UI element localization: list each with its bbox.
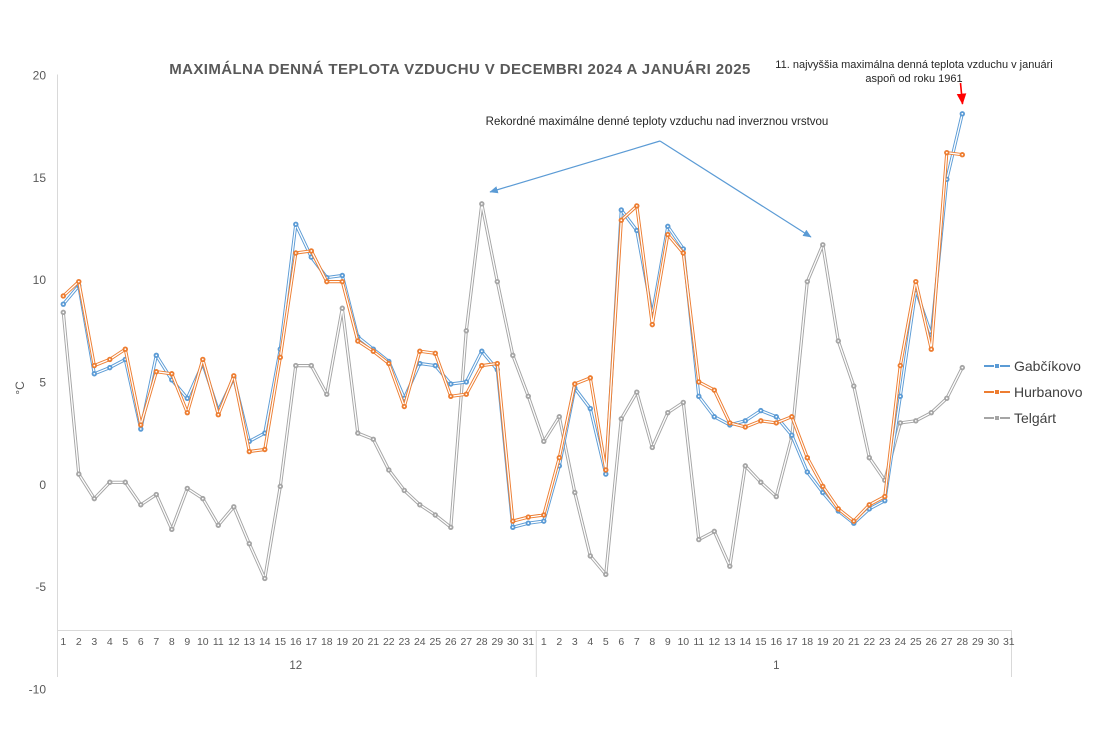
january-record-red-arrow [956,82,967,105]
svg-text:19: 19 [336,636,348,648]
svg-text:6: 6 [138,636,144,648]
svg-text:10: 10 [677,636,689,648]
annotation-arrows [489,82,967,238]
svg-text:10: 10 [33,273,47,287]
svg-text:5: 5 [603,636,609,648]
svg-text:11: 11 [213,636,224,648]
svg-text:20: 20 [33,68,47,82]
svg-text:3: 3 [91,636,97,648]
legend-item-telgart: Telgárt [984,405,1083,431]
svg-text:°C: °C [13,381,27,395]
svg-text:15: 15 [755,636,767,648]
svg-text:11: 11 [693,636,704,648]
svg-text:15: 15 [33,171,47,185]
svg-text:7: 7 [634,636,640,648]
legend-label-gabcikovo: Gabčíkovo [1014,358,1081,374]
svg-text:7: 7 [153,636,159,648]
svg-text:26: 26 [925,636,937,648]
series-layer [60,111,965,582]
svg-text:1: 1 [541,636,547,648]
svg-text:0: 0 [39,478,46,492]
svg-text:16: 16 [290,636,302,648]
svg-text:23: 23 [398,636,410,648]
svg-text:21: 21 [367,636,379,648]
svg-text:2: 2 [76,636,82,648]
annotation-january-record-line1: 11. najvyššia maximálna denná teplota vz… [775,59,1053,71]
svg-text:26: 26 [445,636,457,648]
svg-text:10: 10 [197,636,209,648]
legend-item-hurbanovo: Hurbanovo [984,379,1083,405]
svg-text:6: 6 [618,636,624,648]
svg-text:9: 9 [184,636,190,648]
svg-text:18: 18 [321,636,333,648]
inversion-arrow-right [659,140,812,238]
svg-text:8: 8 [649,636,655,648]
legend-marker-hurbanovo-icon [984,388,1010,397]
svg-text:23: 23 [879,636,891,648]
svg-text:24: 24 [414,636,426,648]
svg-text:4: 4 [587,636,593,648]
svg-text:30: 30 [987,636,999,648]
svg-text:12: 12 [228,636,240,648]
svg-text:13: 13 [724,636,736,648]
series-Gabčíkovo [60,111,965,530]
annotation-january-record-line2: aspoň od roku 1961 [865,73,963,85]
svg-text:24: 24 [894,636,906,648]
chart-title: MAXIMÁLNA DENNÁ TEPLOTA VZDUCHU V DECEMB… [169,61,751,78]
legend-item-gabcikovo: Gabčíkovo [984,353,1083,379]
svg-text:12: 12 [708,636,720,648]
svg-text:-10: -10 [29,683,47,697]
svg-text:20: 20 [352,636,364,648]
svg-text:31: 31 [1003,636,1015,648]
svg-text:5: 5 [122,636,128,648]
legend-marker-gabcikovo-icon [984,362,1010,371]
legend: Gabčíkovo Hurbanovo Telgárt [984,353,1083,431]
svg-text:1: 1 [60,636,66,648]
svg-text:18: 18 [801,636,813,648]
svg-text:27: 27 [460,636,472,648]
svg-text:25: 25 [910,636,922,648]
svg-text:5: 5 [39,375,46,389]
legend-label-telgart: Telgárt [1014,410,1057,426]
svg-text:13: 13 [243,636,255,648]
svg-text:8: 8 [169,636,175,648]
svg-text:30: 30 [507,636,519,648]
svg-text:21: 21 [848,636,860,648]
annotation-january-record: 11. najvyššia maximálna denná teplota vz… [764,58,1064,86]
svg-text:17: 17 [305,636,317,648]
series-Telgárt [60,201,965,582]
svg-text:22: 22 [863,636,875,648]
svg-text:14: 14 [259,636,271,648]
svg-text:3: 3 [572,636,578,648]
svg-text:22: 22 [383,636,395,648]
svg-text:29: 29 [972,636,984,648]
svg-text:27: 27 [941,636,953,648]
svg-text:4: 4 [107,636,113,648]
svg-text:14: 14 [739,636,751,648]
series-Hurbanovo [60,149,965,524]
svg-text:16: 16 [770,636,782,648]
svg-text:31: 31 [522,636,534,648]
annotation-inversion: Rekordné maximálne denné teploty vzduchu… [485,116,829,128]
svg-text:20: 20 [832,636,844,648]
svg-text:1: 1 [773,660,779,672]
svg-text:2: 2 [556,636,562,648]
svg-text:19: 19 [817,636,829,648]
svg-text:28: 28 [956,636,968,648]
legend-marker-telgart-icon [984,414,1010,423]
svg-text:29: 29 [491,636,503,648]
svg-text:17: 17 [786,636,798,648]
svg-text:25: 25 [429,636,441,648]
inversion-arrow-left [489,140,661,194]
svg-text:15: 15 [274,636,286,648]
legend-label-hurbanovo: Hurbanovo [1014,384,1083,400]
svg-text:-5: -5 [35,580,46,594]
svg-text:12: 12 [289,660,302,672]
svg-text:28: 28 [476,636,488,648]
svg-text:9: 9 [665,636,671,648]
